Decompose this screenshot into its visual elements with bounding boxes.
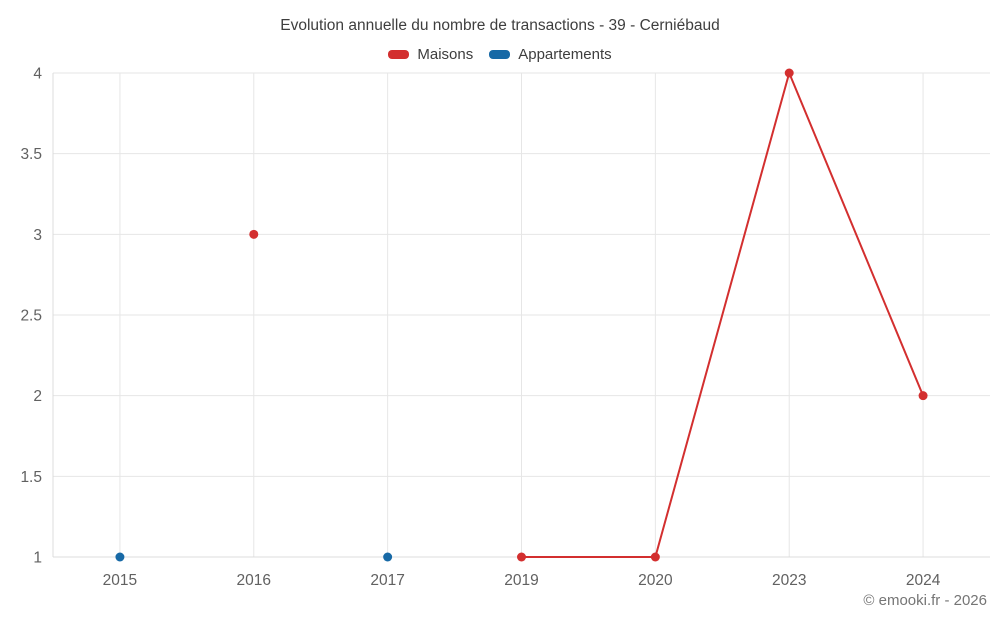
data-point-appartements[interactable] [115,552,125,562]
x-tick-label: 2023 [772,572,806,589]
data-point-appartements[interactable] [383,552,393,562]
x-tick-label: 2020 [638,572,673,589]
legend-item-maisons[interactable]: Maisons [388,46,473,63]
data-point-maisons[interactable] [517,552,526,562]
data-point-maisons[interactable] [784,68,794,78]
data-point-maisons[interactable] [249,229,259,239]
x-tick-label: 2015 [103,572,137,589]
legend-label-appartements: Appartements [518,46,612,63]
y-tick-label: 1.5 [20,469,42,486]
y-tick-label: 2 [33,388,42,405]
x-tick-label: 2017 [370,572,404,589]
chart-legend: Maisons Appartements [0,46,1000,63]
y-tick-label: 1 [33,550,42,567]
legend-item-appartements[interactable]: Appartements [489,46,612,63]
x-tick-label: 2019 [504,572,538,589]
chart-title: Evolution annuelle du nombre de transact… [280,17,720,34]
y-tick-label: 3.5 [20,146,42,163]
data-point-maisons[interactable] [650,552,660,562]
legend-label-maisons: Maisons [417,46,474,63]
y-tick-label: 3 [33,227,42,244]
copyright: © emooki.fr - 2026 [863,592,987,609]
y-tick-label: 4 [33,66,42,83]
data-point-maisons[interactable] [918,391,928,401]
y-tick-label: 2.5 [20,308,42,325]
series-line-maisons [521,72,924,558]
maisons-swatch [388,50,410,59]
x-tick-label: 2024 [906,572,941,589]
appartements-swatch [489,50,511,59]
x-tick-label: 2016 [237,572,271,589]
